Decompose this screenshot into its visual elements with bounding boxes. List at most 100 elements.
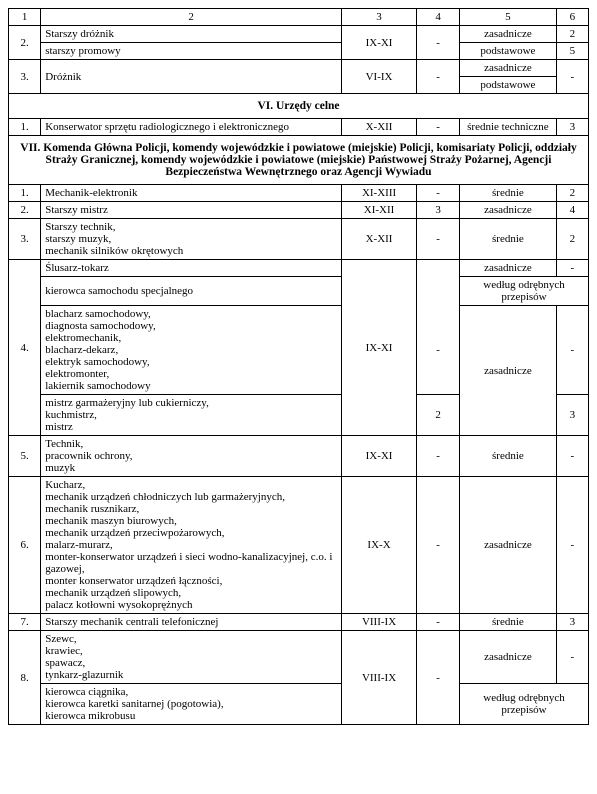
row-num: 2.: [9, 202, 41, 219]
col4: 3: [417, 202, 460, 219]
header-5: 5: [460, 9, 557, 26]
table-row: 3. Starszy technik, starszy muzyk, mecha…: [9, 219, 589, 260]
grade: X-XII: [341, 119, 416, 136]
years: -: [556, 60, 588, 94]
row-num: 2.: [9, 26, 41, 60]
special-note: według odrębnych przepisów: [460, 277, 589, 306]
position-name: Dróżnik: [41, 60, 342, 94]
grade: VIII-IX: [341, 614, 416, 631]
header-2: 2: [41, 9, 342, 26]
row-num: 3.: [9, 219, 41, 260]
years: 2: [556, 219, 588, 260]
row-num: 5.: [9, 436, 41, 477]
header-4: 4: [417, 9, 460, 26]
row-num: 8.: [9, 631, 41, 725]
years: -: [556, 631, 588, 684]
position-name: Ślusarz-tokarz: [41, 260, 342, 277]
grade: XI-XIII: [341, 185, 416, 202]
years: 3: [556, 614, 588, 631]
col4: -: [417, 614, 460, 631]
years: 4: [556, 202, 588, 219]
col4: -: [417, 306, 460, 395]
education: średnie: [460, 436, 557, 477]
table-row: 2. Starszy dróżnik IX-XI - zasadnicze 2: [9, 26, 589, 43]
table-row: blacharz samochodowy, diagnosta samochod…: [9, 306, 589, 395]
years: 2: [556, 185, 588, 202]
table-row: 5. Technik, pracownik ochrony, muzyk IX-…: [9, 436, 589, 477]
education: średnie: [460, 219, 557, 260]
table-row: kierowca ciągnika, kierowca karetki sani…: [9, 684, 589, 725]
col4: -: [417, 26, 460, 60]
education: zasadnicze: [460, 306, 557, 436]
header-1: 1: [9, 9, 41, 26]
table-row: 1. Konserwator sprzętu radiologicznego i…: [9, 119, 589, 136]
years: 3: [556, 119, 588, 136]
education: średnie techniczne: [460, 119, 557, 136]
position-name: mistrz garmażeryjny lub cukierniczy, kuc…: [41, 395, 342, 436]
table-row: starszy promowy podstawowe 5: [9, 43, 589, 60]
col4: [417, 277, 460, 306]
education: zasadnicze: [460, 202, 557, 219]
special-note: według odrębnych przepisów: [460, 684, 589, 725]
years: -: [556, 477, 588, 614]
grade: XI-XII: [341, 202, 416, 219]
years: 3: [556, 395, 588, 436]
education: zasadnicze: [460, 60, 557, 77]
grade: IX-X: [341, 477, 416, 614]
grade: IX-XI: [341, 436, 416, 477]
row-num: 6.: [9, 477, 41, 614]
education: średnie: [460, 185, 557, 202]
section-6-title: VI. Urzędy celne: [9, 94, 589, 119]
grade: IX-XI: [341, 26, 416, 60]
years: -: [556, 306, 588, 395]
years: -: [556, 436, 588, 477]
years: 5: [556, 43, 588, 60]
col4: -: [417, 477, 460, 614]
education: zasadnicze: [460, 477, 557, 614]
years: 2: [556, 26, 588, 43]
years: -: [556, 260, 588, 277]
header-6: 6: [556, 9, 588, 26]
header-row: 1 2 3 4 5 6: [9, 9, 589, 26]
section-header: VII. Komenda Główna Policji, komendy woj…: [9, 136, 589, 185]
row-num: 1.: [9, 119, 41, 136]
row-num: 4.: [9, 260, 41, 436]
col4: -: [417, 185, 460, 202]
grade: VIII-IX: [341, 631, 416, 725]
col4: -: [417, 219, 460, 260]
table-row: 1. Mechanik-elektronik XI-XIII - średnie…: [9, 185, 589, 202]
position-name: blacharz samochodowy, diagnosta samochod…: [41, 306, 342, 395]
position-name: Konserwator sprzętu radiologicznego i el…: [41, 119, 342, 136]
education: podstawowe: [460, 43, 557, 60]
education: zasadnicze: [460, 260, 557, 277]
education: średnie: [460, 614, 557, 631]
position-name: Starszy technik, starszy muzyk, mechanik…: [41, 219, 342, 260]
education: podstawowe: [460, 77, 557, 94]
table-row: 4. Ślusarz-tokarz IX-XI zasadnicze -: [9, 260, 589, 277]
education: zasadnicze: [460, 631, 557, 684]
section-header: VI. Urzędy celne: [9, 94, 589, 119]
row-num: 3.: [9, 60, 41, 94]
table-row: 2. Starszy mistrz XI-XII 3 zasadnicze 4: [9, 202, 589, 219]
position-name: Technik, pracownik ochrony, muzyk: [41, 436, 342, 477]
education: zasadnicze: [460, 26, 557, 43]
position-name: kierowca ciągnika, kierowca karetki sani…: [41, 684, 342, 725]
table-row: 7. Starszy mechanik centrali telefoniczn…: [9, 614, 589, 631]
col4: 2: [417, 395, 460, 436]
col4: -: [417, 119, 460, 136]
position-name: kierowca samochodu specjalnego: [41, 277, 342, 306]
regulation-table: 1 2 3 4 5 6 2. Starszy dróżnik IX-XI - z…: [8, 8, 589, 725]
grade: IX-XI: [341, 260, 416, 436]
position-name: Starszy mistrz: [41, 202, 342, 219]
grade: X-XII: [341, 219, 416, 260]
position-name: Mechanik-elektronik: [41, 185, 342, 202]
col4: -: [417, 631, 460, 725]
position-name: Starszy dróżnik: [41, 26, 342, 43]
col4: -: [417, 436, 460, 477]
row-num: 1.: [9, 185, 41, 202]
row-num: 7.: [9, 614, 41, 631]
col4: [417, 260, 460, 277]
table-row: kierowca samochodu specjalnego według od…: [9, 277, 589, 306]
position-name: Kucharz, mechanik urządzeń chłodniczych …: [41, 477, 342, 614]
table-row: 6. Kucharz, mechanik urządzeń chłodniczy…: [9, 477, 589, 614]
